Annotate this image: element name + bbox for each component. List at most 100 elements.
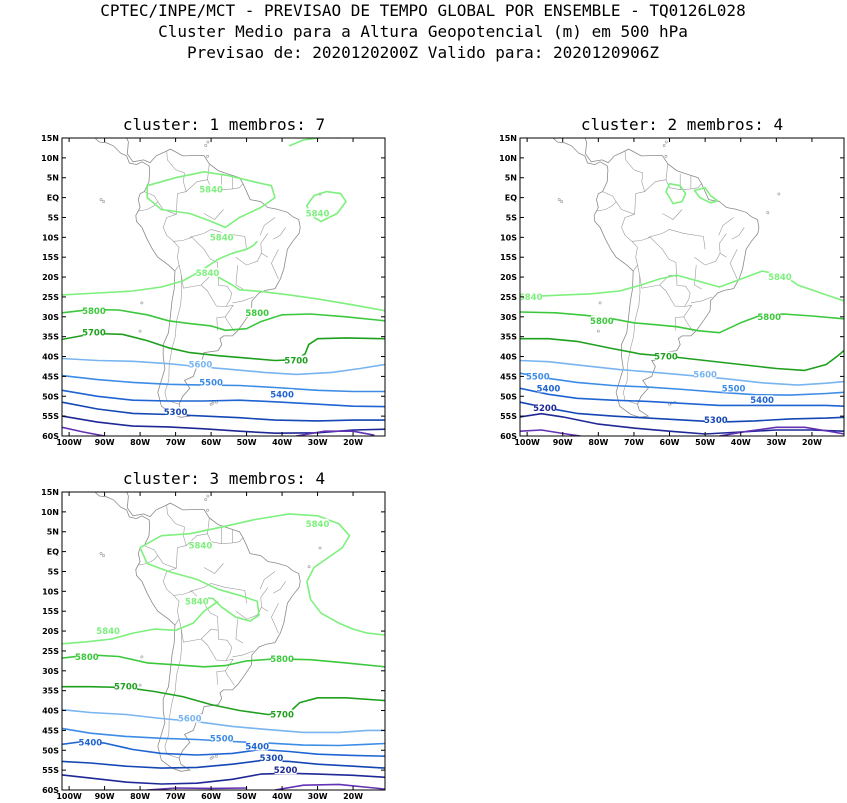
island <box>662 144 666 147</box>
contour-label-bg <box>82 305 105 315</box>
lon-tick-label: 100W <box>56 792 82 801</box>
contour-label-bg <box>246 307 269 317</box>
contour-label-bg <box>306 208 329 218</box>
border-line <box>235 253 262 266</box>
border-line <box>164 629 182 759</box>
lat-tick-label: 10S <box>500 233 517 242</box>
lat-tick-label: 55S <box>500 412 517 421</box>
border-line <box>232 650 254 658</box>
contour-5100 <box>62 426 105 436</box>
border-line <box>200 276 233 307</box>
border-line <box>173 236 219 277</box>
contour-label-bg <box>200 377 223 387</box>
contour-label-bg <box>306 518 329 528</box>
border-line <box>235 265 244 290</box>
border-line <box>211 229 247 250</box>
border-line <box>166 504 187 569</box>
contour-5300 <box>62 401 385 422</box>
coastline <box>95 492 301 772</box>
contour-label-bg <box>694 369 717 379</box>
border-line <box>225 670 235 686</box>
island <box>209 756 213 760</box>
coastline <box>553 138 760 418</box>
lon-tick-label: 20W <box>343 792 363 801</box>
contour-5100 <box>520 429 581 436</box>
contour-5400 <box>62 389 385 408</box>
border-line <box>694 253 721 266</box>
lon-tick-label: 20W <box>802 438 822 447</box>
lat-tick-label: 45S <box>42 372 59 381</box>
lon-tick-label: 60W <box>660 438 680 447</box>
lat-tick-label: 15S <box>500 253 517 262</box>
contour-label: 5700 <box>270 711 294 721</box>
lat-tick-label: 35S <box>500 333 517 342</box>
lat-tick-label: EQ <box>47 194 59 203</box>
lat-tick-label: 30S <box>42 313 59 322</box>
header-subtitle: Cluster Medio para a Altura Geopotencial… <box>158 22 688 41</box>
contour-5840 <box>139 513 385 636</box>
lon-tick-label: 90W <box>95 438 115 447</box>
contour-label: 5700 <box>82 329 106 339</box>
coastline <box>95 138 301 418</box>
contour-label: 5800 <box>590 317 614 327</box>
lat-tick-label: 55S <box>42 412 59 421</box>
island <box>206 494 210 498</box>
contour-5700 <box>62 332 385 362</box>
border-line <box>273 227 286 240</box>
contour-label-bg <box>210 733 233 743</box>
contour-label-bg <box>185 596 208 606</box>
border-line <box>690 296 713 304</box>
island <box>209 402 213 406</box>
island <box>557 198 561 201</box>
contour-label: 5200 <box>274 766 298 776</box>
lat-tick-label: EQ <box>47 548 59 557</box>
lon-tick-label: 60W <box>201 792 221 801</box>
lat-tick-label: 50S <box>42 392 59 401</box>
border-line <box>203 209 224 220</box>
lat-tick-label: 60S <box>500 432 517 441</box>
island <box>204 144 208 147</box>
border-line <box>273 581 286 594</box>
contour-label: 5840 <box>306 209 330 219</box>
contour-label: 5500 <box>526 372 550 382</box>
lat-tick-label: 40S <box>42 707 59 716</box>
contour-label: 5840 <box>306 520 330 530</box>
contour-label-bg <box>79 737 102 747</box>
contour-5840 <box>62 240 258 296</box>
border-line <box>624 150 645 215</box>
lon-tick-label: 80W <box>130 438 150 447</box>
contour-label: 5600 <box>189 360 213 370</box>
contour-label: 5400 <box>79 738 103 748</box>
lat-tick-label: 5S <box>506 213 518 222</box>
border-line <box>694 265 702 290</box>
island <box>596 329 600 333</box>
lat-tick-label: 60S <box>42 786 59 795</box>
island <box>664 154 668 158</box>
lat-tick-label: 40S <box>42 353 59 362</box>
border-line <box>260 587 269 612</box>
contour-label-bg <box>189 359 212 369</box>
lon-tick-label: 90W <box>553 438 573 447</box>
border-line <box>138 201 159 212</box>
contour-5840 <box>139 547 260 622</box>
lon-tick-label: 60W <box>201 438 221 447</box>
lat-tick-label: 20S <box>500 273 517 282</box>
border-line <box>211 583 247 604</box>
lat-tick-label: 15N <box>41 134 59 143</box>
panel-3-title: cluster: 3 membros: 4 <box>123 469 325 488</box>
border-line <box>138 555 159 566</box>
lat-tick-label: EQ <box>505 194 517 203</box>
contour-5500 <box>62 374 385 393</box>
island <box>204 498 208 501</box>
lat-tick-label: 15S <box>42 607 59 616</box>
lon-tick-label: 80W <box>130 792 150 801</box>
contour-label: 5840 <box>519 293 543 303</box>
border-line <box>260 233 269 258</box>
border-line <box>719 233 727 258</box>
contour-label: 5400 <box>245 742 269 752</box>
border-line <box>200 630 233 661</box>
lat-tick-label: 10N <box>41 154 59 163</box>
contour-label-bg <box>97 626 120 636</box>
contour-label-bg <box>271 389 294 399</box>
